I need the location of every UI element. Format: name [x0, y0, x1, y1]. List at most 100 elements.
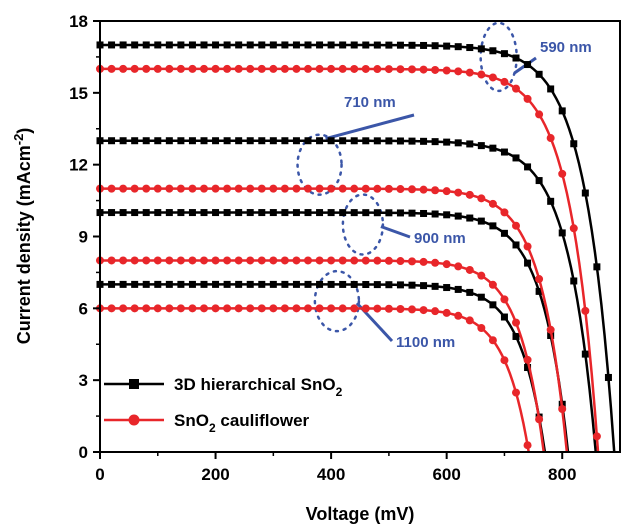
- point-0-20: [327, 41, 335, 49]
- point-0-22: [350, 41, 358, 49]
- point-2-8: [188, 209, 196, 217]
- y-axis-title-sup: -2: [11, 134, 26, 146]
- point-5-7: [176, 184, 185, 193]
- series-layer: [96, 41, 616, 453]
- point-7-15: [269, 304, 278, 313]
- point-4-5: [153, 64, 162, 73]
- point-1-25: [385, 137, 393, 145]
- point-5-38: [535, 275, 544, 284]
- series-7: [96, 304, 532, 453]
- point-6-7: [176, 256, 185, 265]
- point-2-3: [131, 209, 139, 217]
- point-3-35: [500, 313, 508, 321]
- point-6-18: [304, 256, 312, 265]
- point-2-17: [292, 209, 300, 217]
- point-1-5: [154, 137, 162, 145]
- point-1-23: [362, 137, 370, 145]
- point-1-22: [350, 137, 358, 145]
- point-0-44: [604, 373, 612, 381]
- point-2-11: [223, 209, 231, 217]
- point-1-18: [304, 137, 312, 145]
- point-1-40: [558, 229, 566, 237]
- point-2-19: [316, 209, 324, 217]
- point-4-30: [442, 66, 451, 75]
- point-4-20: [327, 64, 336, 73]
- series-0: [96, 41, 616, 453]
- point-4-11: [223, 64, 232, 73]
- point-6-33: [477, 271, 486, 280]
- point-1-14: [258, 137, 266, 145]
- point-6-5: [153, 256, 162, 265]
- x-axis-title: Voltage (mV): [306, 504, 415, 524]
- point-1-17: [292, 137, 300, 145]
- point-5-37: [523, 242, 532, 251]
- point-6-28: [419, 257, 428, 266]
- point-7-21: [338, 304, 347, 313]
- point-7-13: [246, 304, 255, 313]
- point-0-15: [269, 41, 277, 49]
- legend-label-cauliflower-main: SnO: [174, 411, 209, 430]
- point-6-34: [488, 280, 497, 289]
- point-4-12: [234, 64, 243, 73]
- point-6-8: [188, 256, 197, 265]
- point-6-16: [280, 256, 289, 265]
- point-7-1: [107, 304, 116, 313]
- legend-marker-cauliflower: [128, 414, 140, 426]
- y-tick-label-9: 9: [79, 228, 88, 247]
- annotation-1: 710 nm: [296, 94, 415, 196]
- point-1-13: [246, 137, 254, 145]
- point-4-13: [246, 64, 255, 73]
- point-2-7: [177, 209, 185, 217]
- point-6-1: [107, 256, 116, 265]
- point-2-26: [396, 209, 404, 217]
- point-1-19: [316, 137, 324, 145]
- point-1-28: [420, 137, 428, 145]
- point-1-35: [500, 148, 508, 156]
- point-4-23: [361, 64, 370, 73]
- point-6-6: [165, 256, 174, 265]
- point-5-3: [130, 184, 139, 193]
- point-5-29: [431, 186, 440, 195]
- point-4-22: [350, 64, 359, 73]
- point-3-22: [350, 280, 358, 288]
- point-5-35: [500, 208, 509, 217]
- point-7-34: [488, 336, 497, 345]
- point-6-13: [246, 256, 255, 265]
- point-7-37: [523, 441, 532, 450]
- point-4-17: [292, 64, 301, 73]
- point-2-23: [362, 209, 370, 217]
- legend-label-cauliflower-sub: 2: [209, 421, 216, 435]
- point-6-2: [119, 256, 128, 265]
- point-6-9: [200, 256, 208, 265]
- point-4-15: [269, 64, 278, 73]
- point-3-2: [119, 280, 127, 288]
- point-3-33: [477, 293, 485, 301]
- point-3-19: [316, 280, 324, 288]
- point-2-32: [466, 214, 474, 222]
- point-3-15: [269, 280, 277, 288]
- annotation-label-2: 900 nm: [414, 230, 466, 247]
- point-0-38: [535, 70, 543, 78]
- point-4-41: [569, 224, 578, 233]
- point-2-29: [431, 210, 439, 218]
- point-6-30: [442, 260, 451, 269]
- point-5-25: [384, 184, 393, 193]
- legend-label-cauliflower: SnO2 cauliflower: [174, 411, 310, 435]
- y-tick-label-15: 15: [69, 84, 88, 103]
- point-7-36: [512, 388, 520, 397]
- point-5-13: [246, 184, 255, 193]
- y-axis-title-main: Current density (mAcm: [14, 145, 34, 344]
- point-1-42: [581, 350, 589, 358]
- point-1-30: [443, 138, 451, 146]
- legend-label-hierarchical-main: 3D hierarchical SnO: [174, 375, 336, 394]
- point-0-43: [593, 263, 601, 271]
- point-0-17: [292, 41, 300, 49]
- point-6-27: [408, 257, 416, 266]
- point-0-41: [570, 140, 578, 148]
- point-2-2: [119, 209, 127, 217]
- point-5-18: [304, 184, 312, 193]
- point-5-17: [292, 184, 301, 193]
- point-5-32: [465, 190, 474, 199]
- point-0-27: [408, 41, 416, 49]
- point-5-12: [234, 184, 243, 193]
